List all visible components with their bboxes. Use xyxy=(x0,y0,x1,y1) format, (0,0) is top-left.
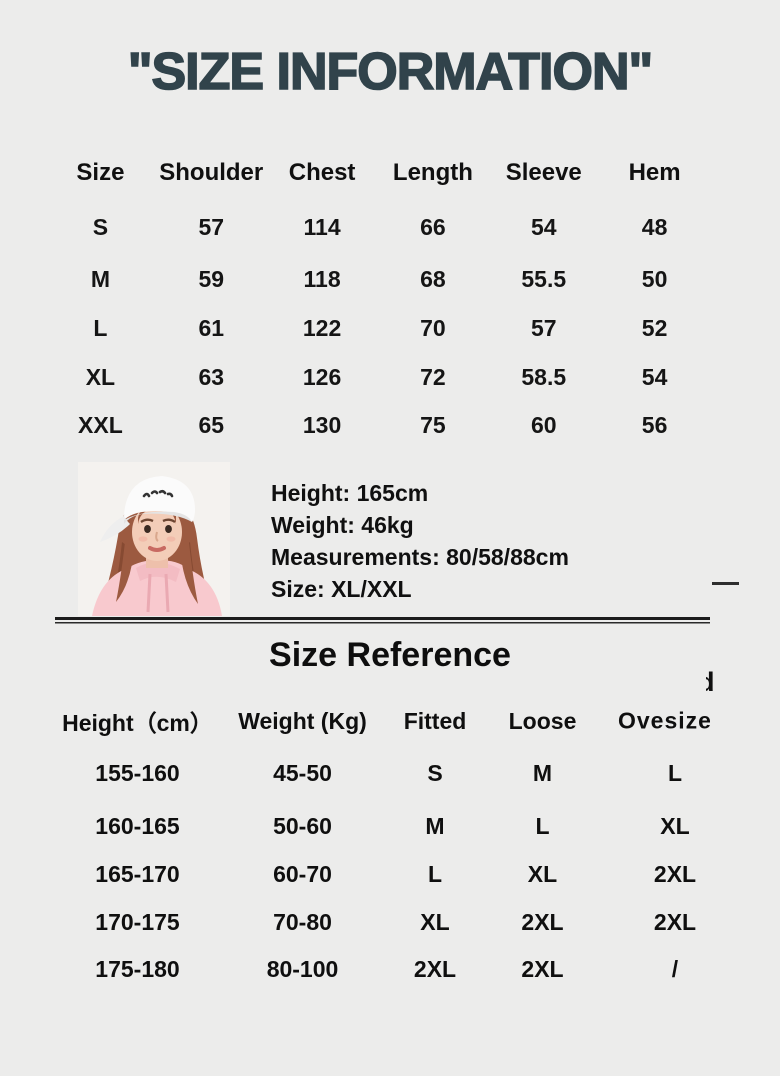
table-cell: XL xyxy=(660,812,690,839)
divider-fragment xyxy=(712,582,739,585)
table-cell: M xyxy=(425,812,445,839)
column-header-size: Size xyxy=(76,159,125,186)
column-header-shoulder: Shoulder xyxy=(159,159,264,186)
table-cell: 63 xyxy=(198,363,225,390)
model-illustration xyxy=(78,462,230,616)
table-cell: 160-165 xyxy=(95,812,180,839)
table-cell: 126 xyxy=(302,363,342,390)
size-reference-table: Height（cm） Weight (Kg) Fitted Loose Oves… xyxy=(55,698,780,992)
table-cell: 80-100 xyxy=(266,955,339,982)
column-header-fitted: Fitted xyxy=(403,707,467,734)
section-divider xyxy=(55,617,710,624)
table-cell: 175-180 xyxy=(95,955,180,982)
table-cell: 122 xyxy=(302,314,342,341)
size-information-table: Size Shoulder Chest Length Sleeve Hem S … xyxy=(45,147,710,449)
table-cell: L xyxy=(535,812,550,839)
table-cell: 72 xyxy=(420,363,446,390)
page-title: "SIZE INFORMATION" xyxy=(127,42,654,102)
table-cell: XL xyxy=(527,860,558,887)
table-cell: 59 xyxy=(198,265,225,292)
table-cell: L xyxy=(427,860,443,887)
table-cell: 45-50 xyxy=(273,759,332,786)
table-cell: 61 xyxy=(198,314,225,341)
table-cell: 50 xyxy=(641,265,668,292)
column-header-sleeve: Sleeve xyxy=(505,159,582,186)
table-cell: S xyxy=(92,213,109,240)
size-reference-title: Size Reference xyxy=(269,636,511,674)
table-cell: 2XL xyxy=(521,955,564,982)
table-cell: 130 xyxy=(302,411,342,438)
table-cell: S xyxy=(427,759,443,786)
clipped-text-artifact: d xyxy=(706,666,720,698)
model-weight: Weight: 46kg xyxy=(271,512,414,538)
table-cell: 60 xyxy=(530,411,557,438)
table-cell: 55.5 xyxy=(521,265,567,292)
table-cell: 114 xyxy=(303,213,341,240)
model-measurements: Measurements: 80/58/88cm xyxy=(271,544,569,570)
table-cell: 58.5 xyxy=(521,363,567,390)
table-cell: 165-170 xyxy=(95,860,180,887)
column-header-oversized: Ovesized xyxy=(600,698,750,744)
model-info: Height: 165cm Weight: 46kg Measurements:… xyxy=(271,477,569,605)
model-size: Size: XL/XXL xyxy=(271,576,412,602)
table-cell: 155-160 xyxy=(95,759,180,786)
table-cell: M xyxy=(532,759,553,786)
oversized-clipped-label: Ovesized xyxy=(618,707,710,734)
table-cell: M xyxy=(90,265,110,292)
table-cell: 2XL xyxy=(653,860,697,887)
table-cell: 65 xyxy=(198,411,225,438)
table-cell: 52 xyxy=(641,314,668,341)
table-cell: 54 xyxy=(530,213,557,240)
table-cell: 170-175 xyxy=(95,908,180,935)
table-cell: L xyxy=(667,759,683,786)
table-cell: 75 xyxy=(420,411,446,438)
table-cell: 48 xyxy=(641,213,668,240)
table-cell: 50-60 xyxy=(273,812,332,839)
table-cell: 2XL xyxy=(653,908,697,935)
table-cell: 118 xyxy=(303,265,341,292)
table-cell: 70-80 xyxy=(273,908,332,935)
column-header-length: Length xyxy=(392,159,473,186)
table-cell: 56 xyxy=(641,411,668,438)
table-cell: 57 xyxy=(530,314,557,341)
model-photo xyxy=(78,462,230,616)
table-cell: XL xyxy=(85,363,116,390)
table-cell: XXL xyxy=(78,411,123,438)
table-cell: 60-70 xyxy=(273,860,332,887)
model-height: Height: 165cm xyxy=(271,480,429,506)
table-cell: 68 xyxy=(420,265,446,292)
column-header-chest: Chest xyxy=(288,159,356,186)
table-cell: 54 xyxy=(641,363,668,390)
column-header-height: Height（cm） xyxy=(62,710,213,736)
table-cell: L xyxy=(93,314,108,341)
column-header-hem: Hem xyxy=(628,159,681,186)
clipped-letter: d xyxy=(706,667,715,697)
table-cell: XL xyxy=(420,908,450,935)
table-cell: 2XL xyxy=(413,955,457,982)
table-cell: 66 xyxy=(420,213,446,240)
table-cell: 70 xyxy=(420,314,446,341)
column-header-loose: Loose xyxy=(508,707,577,734)
column-header-weight: Weight (Kg) xyxy=(238,707,367,734)
table-cell: / xyxy=(671,955,679,982)
table-cell: 2XL xyxy=(521,908,564,935)
table-cell: 57 xyxy=(198,213,225,240)
